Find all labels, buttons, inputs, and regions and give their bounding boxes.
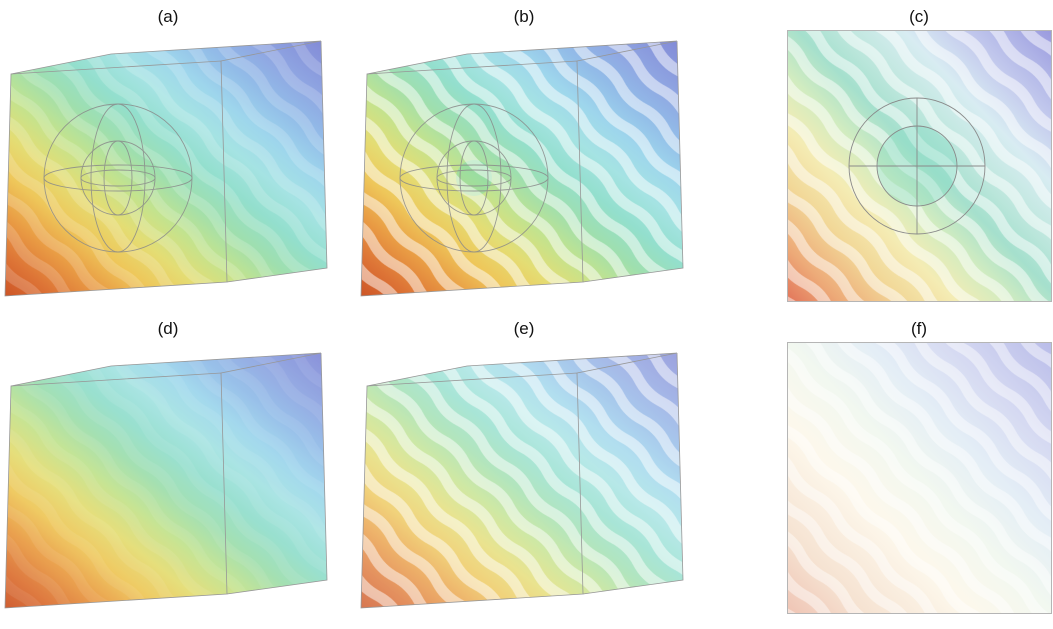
panel-b-cube-sphere-plot xyxy=(360,40,684,297)
panel-d: (d) xyxy=(2,316,334,626)
panel-b: (b) xyxy=(356,4,692,314)
panel-c: (c) xyxy=(786,4,1052,302)
panel-e-cube-plot xyxy=(360,352,684,609)
sphere-wireframe xyxy=(43,103,193,253)
plot-border xyxy=(786,30,1052,302)
panel-c-label: (c) xyxy=(909,7,929,26)
sphere-wireframe xyxy=(399,103,549,253)
plot-border xyxy=(786,342,1052,614)
panel-f-label: (f) xyxy=(910,319,928,338)
panel-e: (e) xyxy=(356,316,692,626)
cube-wireframe xyxy=(360,352,684,609)
panel-d-label: (d) xyxy=(157,319,179,338)
panel-e-label: (e) xyxy=(513,319,535,338)
panel-a-label: (a) xyxy=(157,7,179,26)
panel-a: (a) xyxy=(2,4,334,314)
panel-d-cube-plot xyxy=(4,352,328,609)
panel-b-label: (b) xyxy=(513,7,535,26)
panel-a-cube-sphere-plot xyxy=(4,40,328,297)
panel-f-slice-plot xyxy=(786,342,1052,614)
cube-wireframe xyxy=(4,40,328,297)
panel-f: (f) xyxy=(786,316,1052,614)
circle-wireframe xyxy=(848,97,985,235)
cube-wireframe xyxy=(360,40,684,297)
panel-c-slice-plot xyxy=(786,30,1052,302)
cube-wireframe xyxy=(4,352,328,609)
